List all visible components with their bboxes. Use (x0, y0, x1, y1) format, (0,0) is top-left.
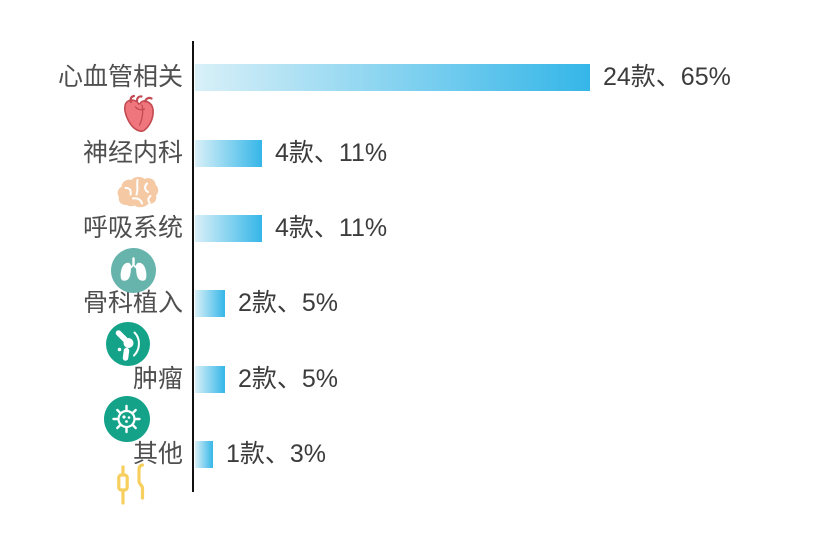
value-label: 2款、5% (238, 365, 339, 393)
bar (195, 441, 213, 468)
bar (195, 64, 590, 91)
candlestick-icon (112, 462, 152, 512)
category-label: 肿瘤 (132, 365, 183, 393)
chart-row: 心血管相关 24款、65% (0, 64, 835, 91)
chart-row: 神经内科 4款、11% (0, 140, 835, 167)
chart-row: 骨科植入 2款、5% (0, 290, 835, 317)
chart-row: 其他 1款、3% (0, 441, 835, 468)
category-label: 其他 (132, 440, 183, 468)
heart-icon (116, 92, 162, 138)
chart-row: 呼吸系统 4款、11% (0, 215, 835, 242)
knee-joint-icon (106, 322, 150, 366)
bar (195, 140, 262, 167)
chart-row: 肿瘤 2款、5% (0, 366, 835, 393)
category-label: 心血管相关 (57, 63, 183, 91)
category-label: 神经内科 (82, 139, 183, 167)
bar (195, 366, 225, 393)
bar (195, 290, 225, 317)
axis-baseline (192, 41, 194, 492)
value-label: 24款、65% (603, 63, 731, 91)
bar (195, 215, 262, 242)
category-label: 骨科植入 (82, 289, 183, 317)
tumor-cell-icon (104, 396, 150, 442)
value-label: 1款、3% (226, 440, 327, 468)
value-label: 4款、11% (275, 214, 388, 242)
category-label: 呼吸系统 (82, 214, 183, 242)
value-label: 2款、5% (238, 289, 339, 317)
lungs-icon (111, 248, 156, 293)
brain-icon (114, 174, 162, 212)
value-label: 4款、11% (275, 139, 388, 167)
